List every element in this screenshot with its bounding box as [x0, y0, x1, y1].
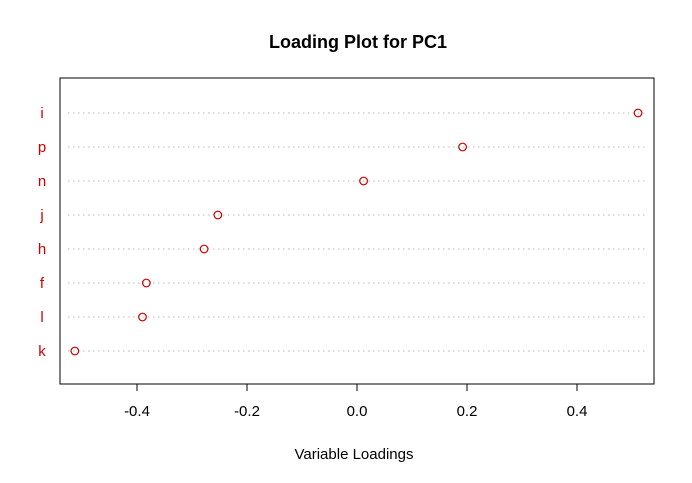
data-point-l [138, 312, 147, 322]
category-label-p: p [38, 139, 46, 156]
data-point-n [359, 176, 369, 186]
x-axis: -0.4 -0.2 0.0 0.2 0.4 [124, 383, 588, 420]
category-label-i: i [40, 105, 43, 122]
data-point-i [633, 108, 643, 118]
category-label-n: n [38, 173, 46, 190]
x-tick-label: -0.4 [124, 403, 150, 420]
x-tick-label: -0.2 [234, 403, 260, 420]
chart-title: Loading Plot for PC1 [269, 32, 447, 52]
category-label-j: j [39, 207, 43, 224]
x-tick-label: 0.4 [567, 403, 588, 420]
category-label-f: f [40, 275, 45, 292]
data-point-f [141, 278, 151, 288]
plot-frame [59, 77, 655, 385]
grid-lines [68, 112, 646, 352]
x-tick-label: 0.0 [347, 403, 368, 420]
category-label-l: l [40, 309, 43, 326]
data-points [70, 108, 643, 356]
data-point-h [199, 244, 209, 254]
category-label-k: k [38, 343, 46, 360]
data-point-k [70, 346, 80, 356]
category-label-h: h [38, 241, 46, 258]
data-point-j [213, 210, 223, 220]
x-axis-label: Variable Loadings [295, 446, 414, 463]
data-point-p [458, 142, 468, 152]
x-tick-label: 0.2 [457, 403, 478, 420]
